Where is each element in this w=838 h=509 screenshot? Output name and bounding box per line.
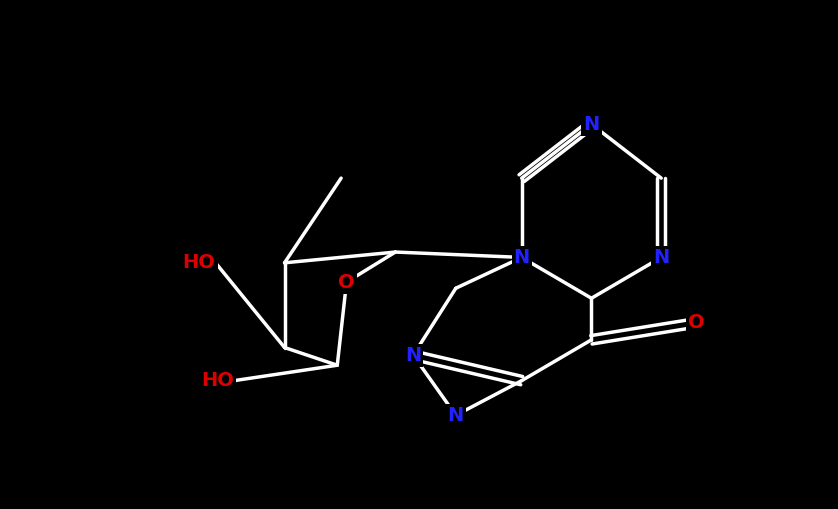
Text: HO: HO	[183, 253, 215, 272]
Text: N: N	[514, 248, 530, 267]
Text: N: N	[405, 346, 422, 365]
Text: N: N	[653, 248, 670, 267]
Text: O: O	[339, 273, 354, 292]
Text: N: N	[447, 406, 464, 425]
Text: O: O	[688, 314, 705, 332]
Text: N: N	[583, 115, 599, 134]
Text: HO: HO	[201, 371, 234, 390]
